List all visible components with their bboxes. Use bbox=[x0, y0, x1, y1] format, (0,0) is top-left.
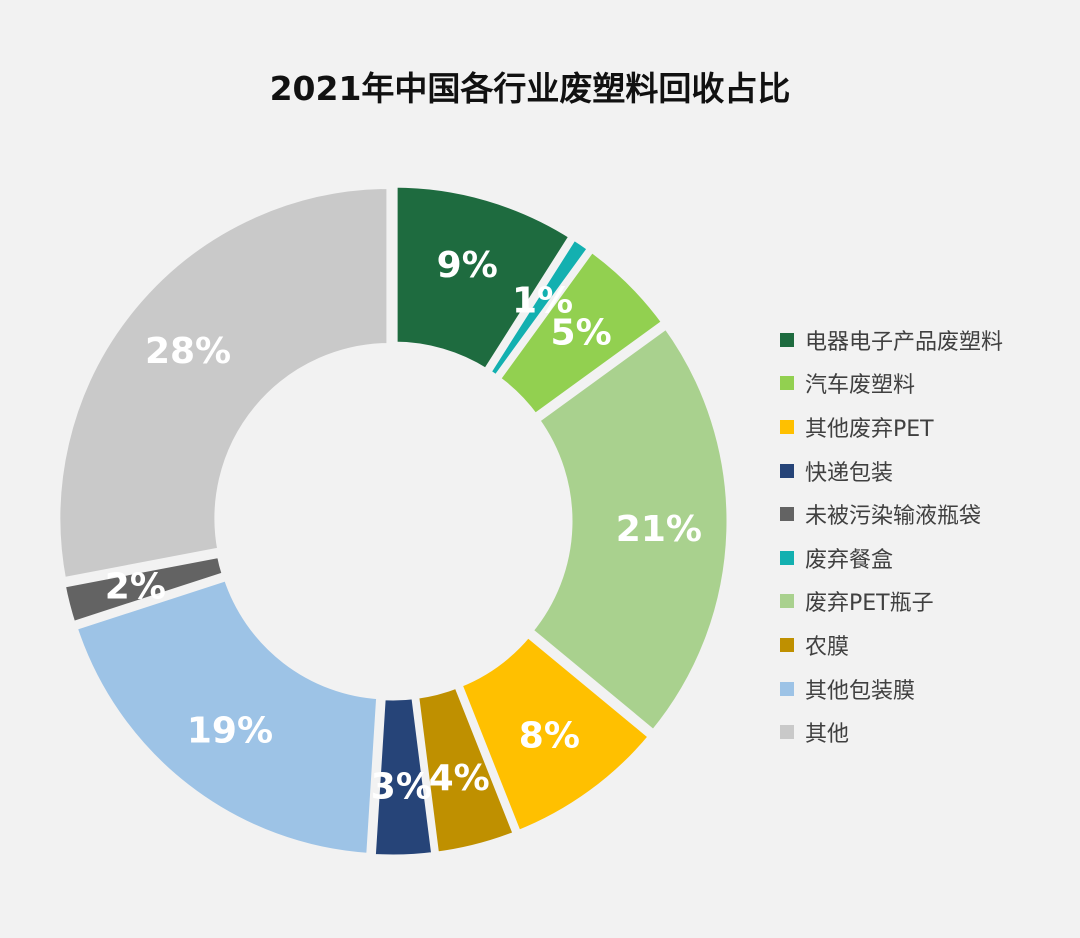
chart-title: 2021年中国各行业废塑料回收占比 bbox=[269, 69, 791, 108]
legend-label: 其他包装膜 bbox=[805, 678, 916, 704]
legend-item-3: 快递包装 bbox=[780, 449, 1003, 493]
legend-label: 快递包装 bbox=[805, 460, 894, 486]
slice-data-label-3: 21% bbox=[616, 509, 702, 550]
legend-item-9: 其他 bbox=[780, 710, 1003, 754]
chart-legend: 电器电子产品废塑料 汽车废塑料其他废弃PET 快递包装未被污染输液瓶袋 废弃餐盒废弃P… bbox=[780, 318, 1003, 754]
legend-swatch bbox=[780, 594, 794, 609]
legend-item-7: 农膜 bbox=[780, 623, 1003, 667]
legend-item-6: 废弃PET瓶子 bbox=[780, 580, 1003, 624]
legend-swatch bbox=[780, 637, 794, 652]
legend-swatch bbox=[780, 419, 794, 434]
legend-label: 其他 bbox=[805, 722, 850, 748]
legend-swatch bbox=[780, 550, 794, 565]
slice-data-label-1: 1% bbox=[512, 280, 573, 321]
donut-slice-7 bbox=[69, 572, 384, 861]
legend-item-5: 废弃餐盒 bbox=[780, 536, 1003, 580]
donut-slice-3 bbox=[524, 320, 734, 739]
legend-item-2: 其他废弃PET bbox=[780, 405, 1003, 449]
legend-swatch bbox=[780, 507, 794, 522]
legend-swatch bbox=[780, 681, 794, 696]
slice-data-label-4: 8% bbox=[519, 716, 580, 757]
legend-swatch bbox=[780, 332, 794, 347]
legend-swatch bbox=[780, 463, 794, 478]
slice-data-label-9: 28% bbox=[145, 331, 231, 372]
donut-slice-9 bbox=[53, 181, 394, 585]
legend-label: 未被污染输液瓶袋 bbox=[805, 504, 982, 530]
slice-data-label-6: 3% bbox=[371, 766, 432, 807]
legend-swatch bbox=[780, 725, 794, 740]
legend-item-4: 未被污染输液瓶袋 bbox=[780, 492, 1003, 536]
legend-label: 汽车废塑料 bbox=[805, 373, 916, 399]
legend-item-1: 汽车废塑料 bbox=[780, 362, 1003, 406]
legend-label: 废弃餐盒 bbox=[805, 547, 894, 573]
slice-data-label-2: 5% bbox=[551, 312, 612, 353]
legend-label: 其他废弃PET bbox=[805, 416, 934, 442]
slice-data-label-7: 19% bbox=[187, 711, 273, 752]
slice-data-label-0: 9% bbox=[437, 245, 498, 286]
legend-swatch bbox=[780, 376, 794, 391]
legend-item-0: 电器电子产品废塑料 bbox=[780, 318, 1003, 362]
legend-item-8: 其他包装膜 bbox=[780, 667, 1003, 711]
legend-label: 废弃PET瓶子 bbox=[805, 591, 934, 617]
legend-label: 电器电子产品废塑料 bbox=[805, 329, 1004, 355]
slice-data-label-8: 2% bbox=[105, 567, 166, 608]
legend-label: 农膜 bbox=[805, 634, 850, 660]
slice-data-label-5: 4% bbox=[429, 758, 490, 799]
